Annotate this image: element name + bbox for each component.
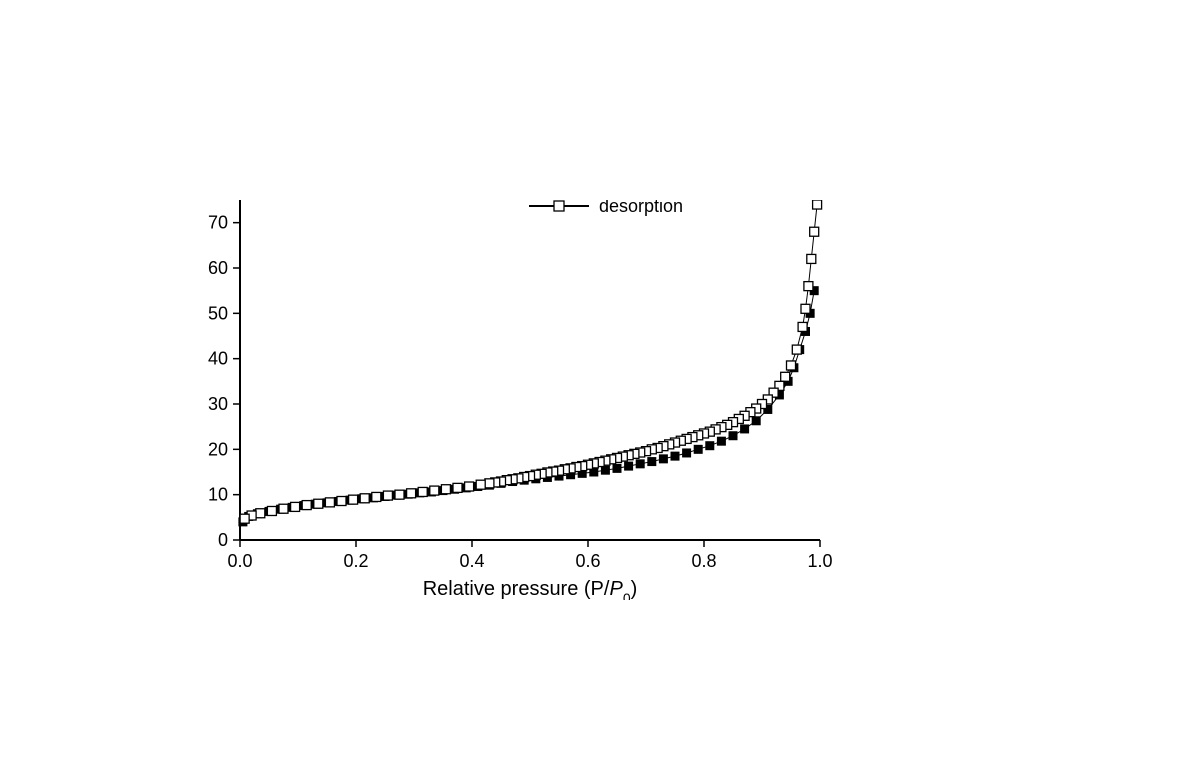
svg-text:0: 0 xyxy=(218,530,228,550)
svg-text:70: 70 xyxy=(208,213,228,233)
svg-text:0.0: 0.0 xyxy=(227,551,252,571)
svg-text:0.4: 0.4 xyxy=(459,551,484,571)
svg-text:Relative pressure (P/P0): Relative pressure (P/P0) xyxy=(423,578,638,600)
svg-text:20: 20 xyxy=(208,439,228,459)
svg-text:0.8: 0.8 xyxy=(691,551,716,571)
svg-text:0.6: 0.6 xyxy=(575,551,600,571)
svg-text:60: 60 xyxy=(208,258,228,278)
svg-text:desorption: desorption xyxy=(599,200,683,216)
svg-text:1.0: 1.0 xyxy=(807,551,832,571)
isotherm-chart: 0.0 0.2 0.4 0.6 0.8 1.0 0 10 20 30 40 50 60 70 Relativ… xyxy=(200,200,840,600)
svg-text:30: 30 xyxy=(208,394,228,414)
svg-text:10: 10 xyxy=(208,485,228,505)
svg-text:0.2: 0.2 xyxy=(343,551,368,571)
svg-text:50: 50 xyxy=(208,303,228,323)
svg-text:40: 40 xyxy=(208,349,228,369)
